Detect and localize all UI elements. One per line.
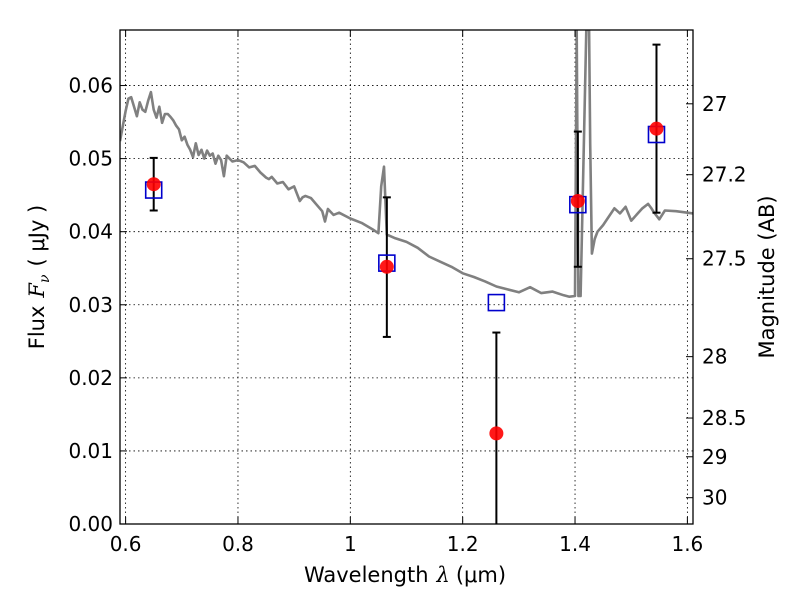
y-tick-label: 0.05 <box>68 147 113 171</box>
x-tick-label: 0.8 <box>222 532 254 556</box>
x-tick-label: 0.6 <box>110 532 142 556</box>
observed-photometry-layer <box>146 121 664 441</box>
y-tick-label: 0.06 <box>68 74 113 98</box>
x-tick-label: 1 <box>344 532 357 556</box>
y2-tick-label: 28 <box>702 345 727 369</box>
observed-photometry-point <box>379 259 394 274</box>
model-photometry-point <box>487 293 506 312</box>
observed-photometry-point <box>649 121 664 136</box>
y2-tick-label: 29 <box>702 445 727 469</box>
y2-axis-label: Magnitude (AB) <box>755 195 779 358</box>
y-tick-label: 0.03 <box>68 293 113 317</box>
plot-background <box>120 30 693 524</box>
y2-tick-label: 27.5 <box>702 247 747 271</box>
y-tick-label: 0.01 <box>68 439 113 463</box>
y2-tick-label: 28.5 <box>702 406 747 430</box>
model-spectrum-layer <box>120 30 693 299</box>
x-tick-label: 1.4 <box>559 532 591 556</box>
y2-tick-label: 27.2 <box>702 163 747 187</box>
x-tick-label: 1.2 <box>447 532 479 556</box>
y2-tick-label: 27 <box>702 92 727 116</box>
observed-photometry-point <box>146 177 161 192</box>
y-tick-label: 0.04 <box>68 220 113 244</box>
plot-frame <box>119 29 694 525</box>
model-spectrum-line <box>120 30 693 299</box>
y-tick-label: 0.00 <box>68 512 113 536</box>
observed-photometry-point <box>570 194 585 208</box>
y2-tick-label: 30 <box>702 486 727 510</box>
x-tick-label: 1.6 <box>671 532 703 556</box>
axis-ticks: 0.6 0.8 1 1.2 1.4 1.6 0.00 0.01 0.02 0.03 0.04 0.05… <box>68 30 747 556</box>
observed-photometry-point <box>489 426 504 441</box>
y-axis-label: FluxFν( μJy ) <box>25 205 53 349</box>
x-axis-label: Wavelength λ (μm) <box>304 563 506 587</box>
y-tick-label: 0.02 <box>68 366 113 390</box>
